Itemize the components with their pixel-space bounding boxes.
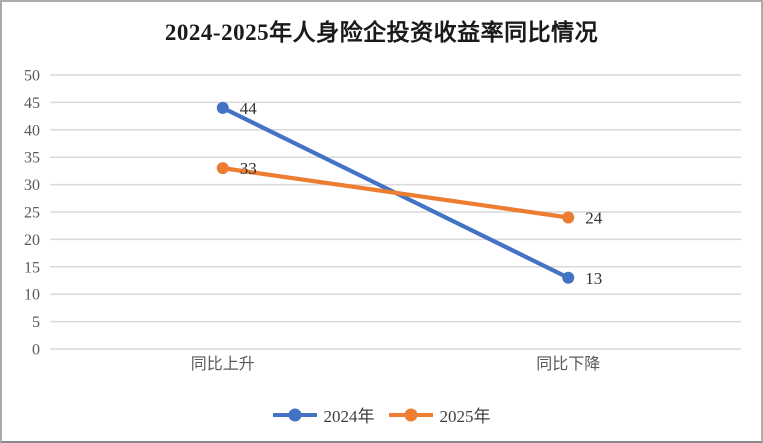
x-axis-category-label: 同比上升 <box>191 355 255 373</box>
y-axis-tick-label: 50 <box>24 68 40 85</box>
y-axis-tick-label: 25 <box>24 205 40 222</box>
legend-line-marker-icon <box>388 408 433 421</box>
x-axis-category-label: 同比下降 <box>536 355 600 373</box>
data-point-marker <box>216 162 229 175</box>
data-point-label: 44 <box>240 99 258 118</box>
legend-label: 2024年 <box>323 407 375 426</box>
y-axis-tick-label: 20 <box>24 232 40 249</box>
data-point-marker <box>562 211 575 224</box>
data-point-marker <box>562 271 575 284</box>
data-point-marker <box>216 101 229 114</box>
data-point-label: 13 <box>585 269 602 288</box>
legend-item-2025年: 2025年 <box>388 402 491 427</box>
data-point-label: 33 <box>240 159 257 178</box>
legend-label: 2025年 <box>439 407 491 426</box>
y-axis-tick-label: 10 <box>24 287 40 304</box>
chart-title: 2024-2025年人身险企投资收益率同比情况 <box>164 20 599 45</box>
data-point-label: 24 <box>585 208 603 227</box>
series-line-2025年 <box>220 166 571 220</box>
legend-item-2024年: 2024年 <box>272 402 375 427</box>
y-axis-tick-label: 5 <box>32 314 40 331</box>
chart-legend: 2024年 2025年 <box>2 402 761 427</box>
y-axis-tick-label: 35 <box>24 150 40 167</box>
y-axis-tick-label: 45 <box>24 95 40 112</box>
y-axis-tick-label: 30 <box>24 177 40 194</box>
y-axis-tick-label: 40 <box>24 122 40 139</box>
legend-line-marker-icon <box>272 408 317 421</box>
y-axis-tick-label: 0 <box>32 342 40 359</box>
y-axis-tick-label: 15 <box>24 259 40 276</box>
